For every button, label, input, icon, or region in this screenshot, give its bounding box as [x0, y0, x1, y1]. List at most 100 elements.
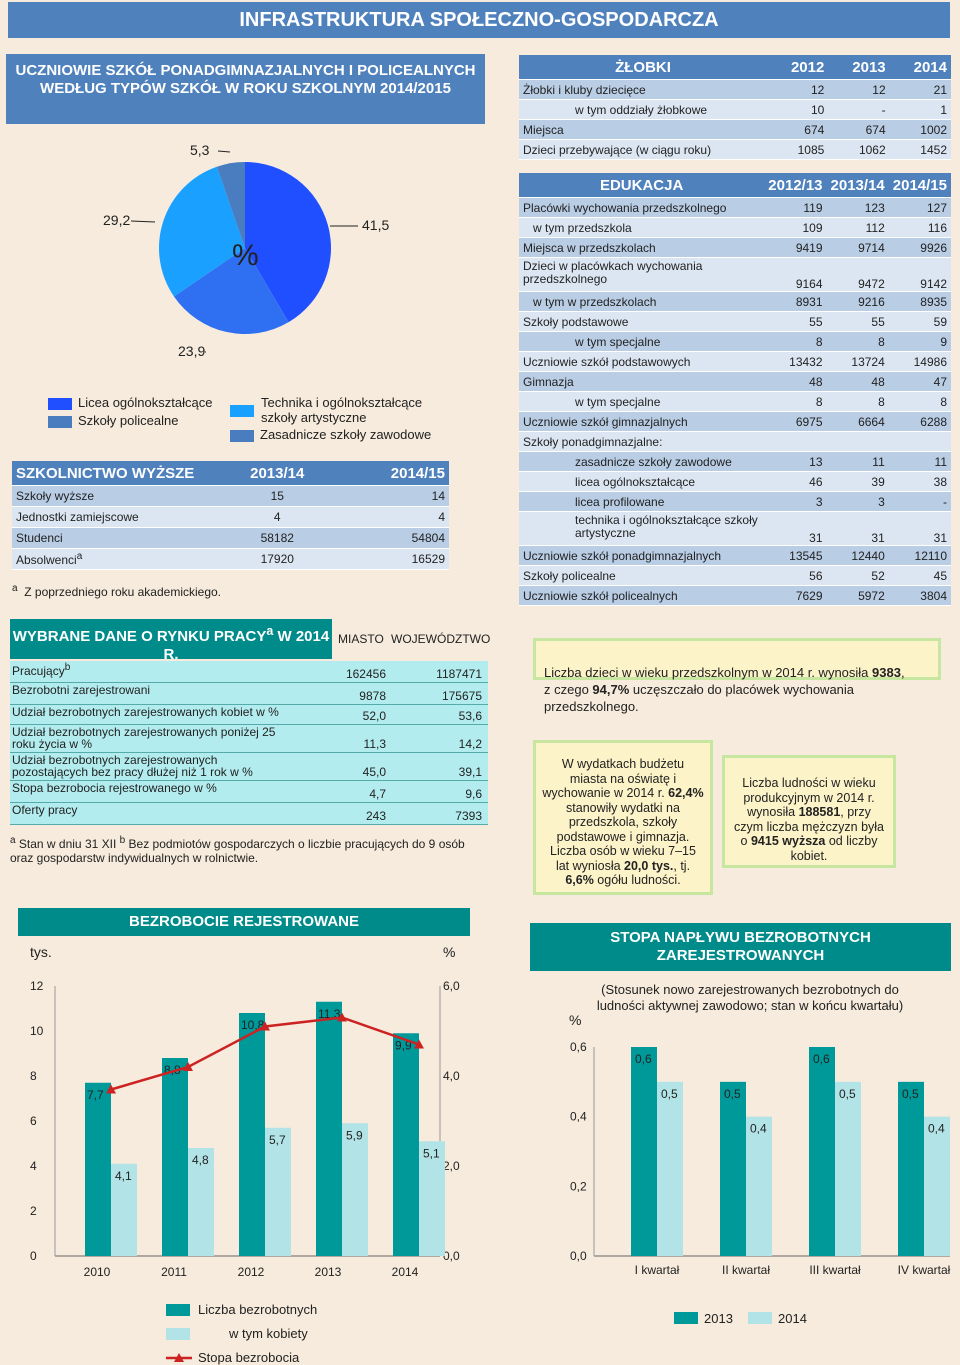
table-cell: 9142: [888, 257, 951, 292]
row-label: Miejsca: [519, 119, 767, 140]
pie-slice: [216, 162, 245, 248]
table-cell: 9216: [826, 291, 889, 312]
bar-label: 5,1: [423, 1146, 440, 1160]
y-tick-label: 0,6: [570, 1040, 587, 1054]
legend-swatch: [748, 1312, 772, 1324]
col-header: 2012/13: [764, 173, 827, 198]
table-row: Pracującyb 162456 1187471: [10, 661, 488, 683]
table-cell: 4,7: [369, 787, 386, 801]
table-cell: 12: [828, 79, 890, 100]
row-label: Szkoły policealne: [519, 565, 765, 586]
bar-kobiety: [419, 1141, 445, 1256]
rynek-title-text: WYBRANE DANE O RYNKU PRACY: [12, 628, 267, 645]
y-tick-label: 10: [30, 1024, 44, 1038]
info-text: , z czego: [544, 665, 905, 697]
legend-label: Licea ogólnokształcące: [78, 395, 213, 410]
footnote-mark: a: [12, 583, 18, 594]
row-label-text: Udział bezrobotnych zarejestrowanych poz…: [12, 753, 253, 779]
pie-value-label: 5,3: [190, 142, 210, 158]
pie-title: UCZNIOWIE SZKÓŁ PONADGIMNAZJALNYCH I POL…: [6, 54, 485, 124]
table-row: Udział bezrobotnych zarejestrowanych poz…: [10, 753, 488, 781]
row-label: Pracującyb: [12, 662, 282, 677]
szkolnictwo-footnote: a Z poprzedniego roku akademickiego.: [12, 583, 221, 599]
table-cell: 38: [888, 471, 951, 492]
row-label: Uczniowie szkół ponadgimnazjalnych: [519, 545, 765, 566]
table-cell: 13545: [764, 545, 827, 566]
row-label: licea profilowane: [519, 491, 765, 512]
table-cell: 4: [220, 506, 335, 528]
table-cell: 46: [764, 471, 827, 492]
bar-label: 0,4: [750, 1122, 767, 1136]
table-cell: 109: [764, 217, 827, 238]
bar-bezrobotni: [316, 1001, 342, 1256]
table-row: Dzieci w placówkach wychowania przedszko…: [519, 257, 951, 292]
table-row: Żłobki i kluby dziecięce 12 12 21: [519, 79, 951, 100]
x-tick-label: II kwartał: [722, 1263, 770, 1277]
bar-label: 7,7: [87, 1088, 104, 1102]
table-cell: 3804: [888, 585, 951, 606]
table-cell: 11: [826, 451, 889, 472]
row-label: Bezrobotni zarejestrowani: [12, 684, 282, 696]
table-row: Uczniowie szkół podstawowych 13432 13724 14…: [519, 351, 951, 372]
y-tick-label: 0: [30, 1249, 37, 1263]
row-label: Absolwencia: [12, 548, 220, 570]
footnote-mark: b: [119, 835, 126, 846]
row-label: w tym przedszkola: [519, 217, 765, 238]
line-marker: [183, 1062, 193, 1071]
table-row: Szkoły wyższe 15 14: [12, 485, 449, 507]
table-cell: 3: [764, 491, 827, 512]
table-cell: 6664: [826, 411, 889, 432]
info-text: ogółu ludności.: [593, 873, 681, 887]
table-row: zasadnicze szkoły zawodowe 13 11 11: [519, 451, 951, 472]
bar-label: 0,4: [928, 1122, 945, 1136]
row-label: Uczniowie szkół gimnazjalnych: [519, 411, 765, 432]
stopa-chart: % 0,0 0,2 0,4 0,6 I kwartał 0,6 0,5 II kwartał 0,…: [569, 1012, 951, 1326]
row-label: Oferty pracy: [12, 804, 282, 816]
bar-2013: [898, 1081, 924, 1256]
table-row: Stopa bezrobocia rejestrowanego w % 4,7 9,…: [10, 781, 488, 803]
bar-2013: [720, 1081, 746, 1256]
row-label: Szkoły ponadgimnazjalne:: [519, 431, 765, 452]
bar-label: 0,6: [635, 1052, 652, 1066]
table-row: w tym przedszkola 109 112 116: [519, 217, 951, 238]
zlobki-title: ŻŁOBKI: [519, 55, 767, 80]
pie-center-label: %: [232, 239, 259, 272]
info-box-wydatki: W wydatkach budżetu miasta na oświatę i …: [533, 740, 713, 895]
table-cell: 9164: [764, 257, 827, 292]
table-cell: 8: [764, 331, 827, 352]
x-tick-label: 2011: [161, 1265, 187, 1279]
y2-tick-label: 2,0: [443, 1159, 460, 1173]
table-cell: 1002: [889, 119, 951, 140]
table-cell: 1085: [767, 139, 829, 160]
y2-tick-label: 4,0: [443, 1069, 460, 1083]
table-cell: 58182: [220, 527, 335, 549]
y-tick-label: 12: [30, 979, 44, 993]
bar-2014: [835, 1081, 861, 1256]
table-cell: 119: [764, 197, 827, 218]
table-cell: -: [888, 491, 951, 512]
table-row: licea ogólnokształcące 46 39 38: [519, 471, 951, 492]
szkolnictwo-title: SZKOLNICTWO WYŻSZE: [12, 461, 220, 486]
info-text: uczęszczało do placówek wychowania przed…: [544, 682, 855, 714]
row-label: Udział bezrobotnych zarejestrowanych kob…: [12, 706, 282, 718]
row-label: Jednostki zamiejscowe: [12, 506, 220, 528]
table-cell: 1: [889, 99, 951, 120]
bar-2014: [924, 1116, 950, 1256]
table-cell: 7629: [764, 585, 827, 606]
row-label-text: Stopa bezrobocia rejestrowanego w %: [12, 781, 217, 795]
pie-value-label: 41,5: [362, 217, 389, 233]
table-cell: 45: [888, 565, 951, 586]
info-bold: 9415 wyższa: [750, 834, 826, 848]
info-text: Liczba dzieci w wieku przedszkolnym w 20…: [544, 665, 873, 680]
y-tick-label: 0,2: [570, 1179, 587, 1193]
info-text: , tj.: [673, 858, 691, 873]
table-cell: 8935: [888, 291, 951, 312]
info-text: Liczba ludności w wieku produkcyjnym w 2…: [742, 776, 876, 819]
legend-label: Szkoły policealne: [78, 413, 179, 428]
table-cell: 53,6: [458, 709, 482, 723]
legend-label: w tym kobiety: [228, 1326, 308, 1341]
table-row: Szkoły policealne 56 52 45: [519, 565, 951, 586]
table-cell: [826, 431, 889, 452]
table-row: Studenci 58182 54804: [12, 527, 449, 549]
table-row: Miejsca 674 674 1002: [519, 119, 951, 140]
